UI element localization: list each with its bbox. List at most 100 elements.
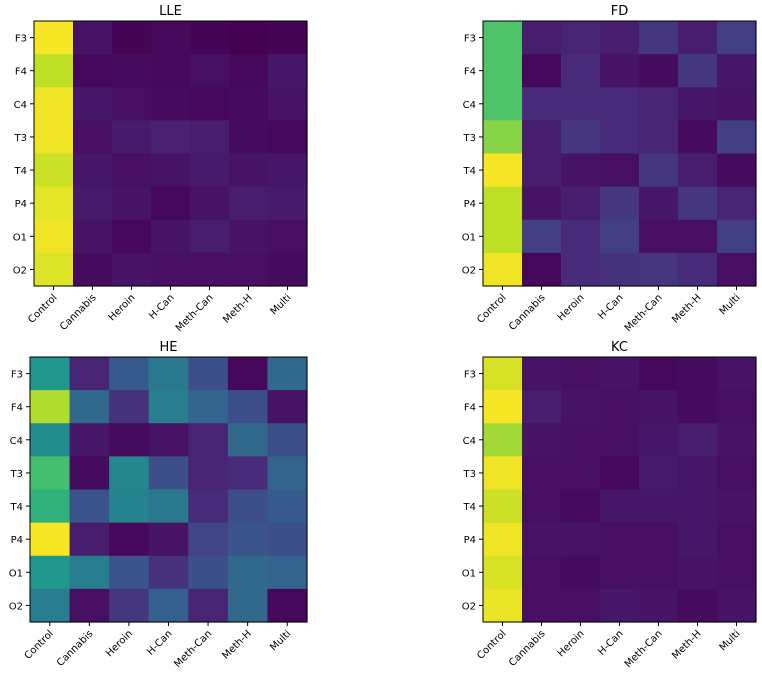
heatmap-cell <box>267 390 308 424</box>
heatmap-cell <box>112 252 152 287</box>
heatmap-cell <box>600 120 640 155</box>
x-tick-label: Multi <box>718 628 743 653</box>
heatmap-cell <box>151 120 191 155</box>
heatmap-cell <box>522 357 562 391</box>
y-tick-label: T4 <box>14 166 27 177</box>
heatmap-cell <box>561 588 601 623</box>
heatmap-cell <box>483 390 523 424</box>
heatmap-cell <box>112 54 152 88</box>
heatmap-cell <box>600 390 640 424</box>
heatmap-cell <box>561 153 601 188</box>
heatmap-cell <box>717 555 757 590</box>
chart-title: FD <box>611 4 629 19</box>
heatmap-cell <box>483 357 523 391</box>
heatmap-cell <box>109 522 150 557</box>
heatmap-cell <box>148 522 189 557</box>
heatmap-cell <box>561 456 601 491</box>
heatmap-cell <box>229 120 269 155</box>
y-tick-label: O1 <box>9 568 23 579</box>
heatmap-cell <box>268 153 308 188</box>
heatmap-cell <box>69 489 110 524</box>
x-tick-label: Meth-Can <box>623 292 665 334</box>
heatmap-cell <box>522 489 562 524</box>
heatmap-cell <box>190 120 230 155</box>
heatmap-cell <box>600 54 640 88</box>
heatmap-cell <box>717 522 757 557</box>
heatmap-cell <box>69 555 110 590</box>
heatmap-cell <box>190 252 230 287</box>
heatmap-cell <box>268 120 308 155</box>
heatmap-cell <box>678 120 718 155</box>
heatmap-cell <box>600 219 640 254</box>
heatmap-cell <box>483 21 523 55</box>
x-tick-label: Meth-Can <box>174 292 216 334</box>
heatmap-cell <box>561 423 601 457</box>
y-tick-label: O2 <box>462 601 476 612</box>
heatmap-cell <box>267 522 308 557</box>
heatmap-cell <box>483 252 523 287</box>
heatmap-cell <box>267 588 308 623</box>
heatmap-cell <box>188 588 229 623</box>
heatmap-cell <box>600 423 640 457</box>
heatmap-cell <box>73 153 113 188</box>
x-tick-label: H-Can <box>596 628 625 657</box>
heatmap-cell <box>483 219 523 254</box>
heatmap-cell <box>30 390 71 424</box>
heatmap-cell <box>561 522 601 557</box>
heatmap-cell <box>717 21 757 55</box>
y-tick-label: O1 <box>462 568 476 579</box>
x-tick-label: Meth-H <box>220 628 253 661</box>
heatmap-cell <box>678 588 718 623</box>
chart-title: HE <box>160 340 178 355</box>
heatmap-cell <box>639 120 679 155</box>
heatmap-cell <box>483 423 523 457</box>
heatmap-cell <box>30 357 71 391</box>
heatmap-cell <box>522 588 562 623</box>
heatmap-cell <box>600 153 640 188</box>
heatmap-cell <box>188 357 229 391</box>
heatmap-cell <box>717 120 757 155</box>
heatmap-cell <box>678 522 718 557</box>
heatmap-cell <box>229 54 269 88</box>
x-tick-label: H-Can <box>596 292 625 321</box>
y-tick-label: T4 <box>463 166 476 177</box>
x-tick-label: Cannabis <box>507 628 547 668</box>
heatmap-cell <box>678 390 718 424</box>
heatmap-cell <box>267 489 308 524</box>
heatmap-cell <box>483 489 523 524</box>
heatmap-cell <box>639 489 679 524</box>
heatmap-cell <box>73 219 113 254</box>
heatmap-cell <box>109 423 150 457</box>
y-tick-label: F3 <box>464 34 476 45</box>
heatmap-cell <box>678 555 718 590</box>
heatmap-cell <box>483 588 523 623</box>
heatmap-cell <box>148 423 189 457</box>
heatmap-cell <box>30 588 71 623</box>
heatmap-cell <box>148 555 189 590</box>
heatmap-cell <box>30 522 71 557</box>
heatmap-cell <box>190 186 230 221</box>
heatmap-cell <box>717 252 757 287</box>
heatmap-cell <box>561 54 601 88</box>
heatmap-cell <box>148 357 189 391</box>
heatmap-cell <box>267 456 308 491</box>
heatmap-cell <box>522 87 562 121</box>
y-tick-label: F4 <box>464 403 476 414</box>
heatmap-cell <box>522 423 562 457</box>
heatmap-cell <box>678 54 718 88</box>
heatmap-cell <box>678 186 718 221</box>
heatmap-cell <box>229 21 269 55</box>
y-tick-label: C4 <box>463 100 476 111</box>
heatmap-cell <box>227 423 269 457</box>
heatmap-cell <box>522 153 562 188</box>
heatmap-cell <box>227 357 269 391</box>
heatmap-cell <box>30 456 71 491</box>
x-tick-label: Meth-H <box>221 292 254 325</box>
heatmap-cell <box>678 489 718 524</box>
y-tick-label: P4 <box>464 535 476 546</box>
heatmap-cell <box>639 87 679 121</box>
heatmap-cell <box>522 522 562 557</box>
